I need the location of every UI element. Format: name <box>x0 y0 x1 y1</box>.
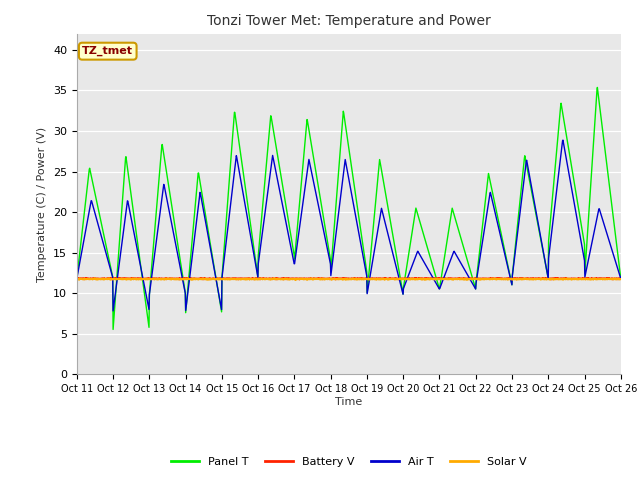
Air T <box>255 255 263 261</box>
Panel T <box>109 326 117 332</box>
Solar V <box>180 276 188 282</box>
Air T <box>73 276 81 282</box>
Panel T <box>593 84 601 90</box>
Air T <box>109 308 117 314</box>
Battery V <box>553 276 561 282</box>
Solar V <box>255 276 262 282</box>
Air T <box>559 137 567 143</box>
Solar V <box>73 276 81 282</box>
Air T <box>434 283 442 288</box>
Air T <box>181 288 189 294</box>
Battery V <box>434 276 442 281</box>
Title: Tonzi Tower Met: Temperature and Power: Tonzi Tower Met: Temperature and Power <box>207 14 491 28</box>
Air T <box>505 267 513 273</box>
Battery V <box>180 276 188 281</box>
Panel T <box>181 288 189 293</box>
X-axis label: Time: Time <box>335 397 362 407</box>
Solar V <box>505 276 513 282</box>
Solar V <box>307 276 315 281</box>
Battery V <box>505 276 513 282</box>
Air T <box>195 205 202 211</box>
Panel T <box>505 266 513 272</box>
Panel T <box>617 276 625 282</box>
Panel T <box>434 279 442 285</box>
Text: TZ_tmet: TZ_tmet <box>82 46 133 56</box>
Solar V <box>291 277 299 283</box>
Line: Panel T: Panel T <box>77 87 621 329</box>
Battery V <box>73 276 81 281</box>
Air T <box>553 189 561 194</box>
Panel T <box>255 244 263 250</box>
Solar V <box>434 276 442 282</box>
Panel T <box>73 276 81 282</box>
Legend: Panel T, Battery V, Air T, Solar V: Panel T, Battery V, Air T, Solar V <box>167 452 531 471</box>
Solar V <box>553 276 561 282</box>
Line: Solar V: Solar V <box>77 278 621 280</box>
Battery V <box>617 276 625 281</box>
Air T <box>617 276 625 282</box>
Solar V <box>617 276 625 282</box>
Panel T <box>553 149 561 155</box>
Battery V <box>255 276 262 281</box>
Line: Air T: Air T <box>77 140 621 311</box>
Battery V <box>296 276 303 282</box>
Battery V <box>472 275 479 281</box>
Line: Battery V: Battery V <box>77 278 621 279</box>
Panel T <box>195 170 202 176</box>
Solar V <box>194 276 202 282</box>
Y-axis label: Temperature (C) / Power (V): Temperature (C) / Power (V) <box>37 126 47 282</box>
Battery V <box>194 276 202 282</box>
